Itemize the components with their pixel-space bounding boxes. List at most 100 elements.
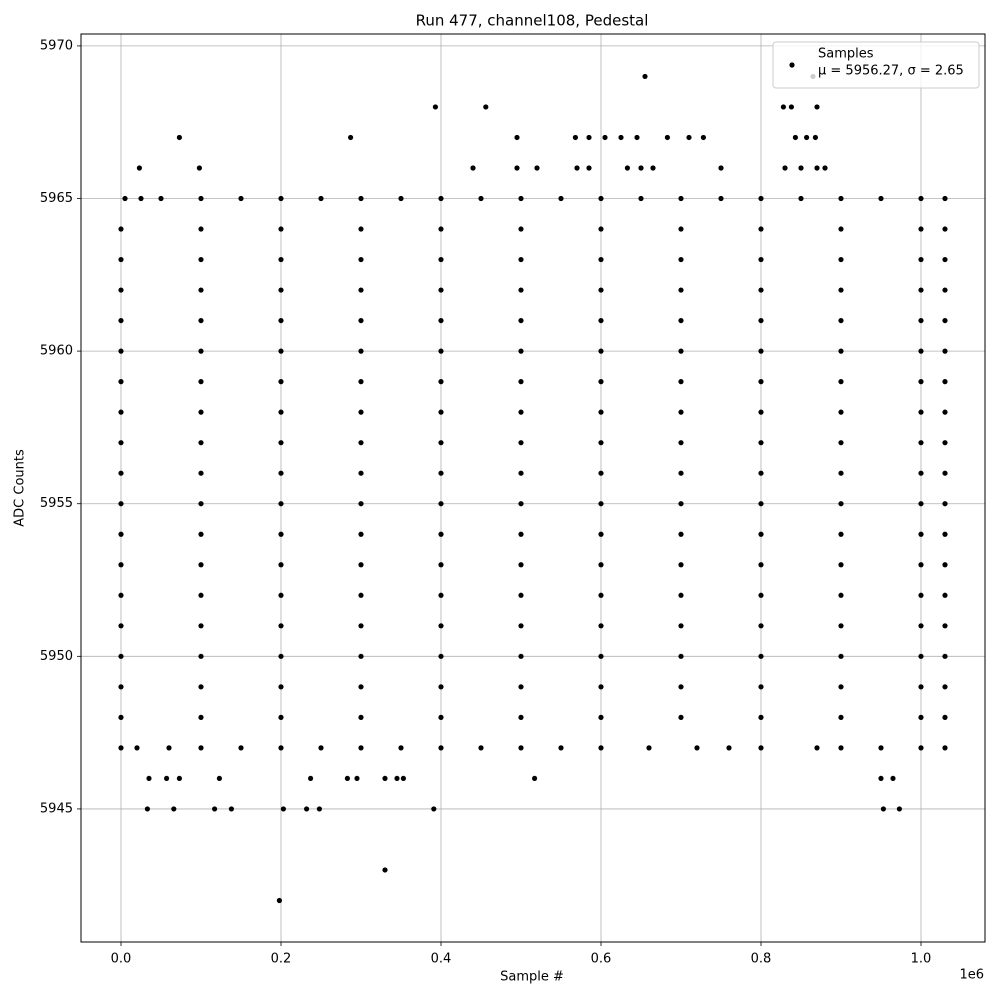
sample-point: [758, 287, 764, 293]
sample-point: [758, 562, 764, 568]
sample-point: [758, 623, 764, 629]
sample-point: [678, 256, 684, 263]
sample-point: [278, 256, 284, 263]
y-tick-label: 5965: [40, 191, 73, 206]
sample-point: [518, 256, 524, 263]
legend-marker: [789, 62, 795, 68]
sample-point: [438, 226, 444, 232]
sample-point: [586, 134, 592, 141]
sample-point: [348, 134, 354, 141]
sample-point: [400, 775, 406, 782]
sample-point: [598, 226, 604, 232]
sample-point: [518, 592, 524, 598]
sample-point: [700, 134, 707, 141]
sample-point: [798, 165, 804, 171]
x-offset-label: 1e6: [959, 968, 984, 983]
sample-point: [238, 745, 244, 751]
sample-point: [838, 684, 844, 690]
sample-point: [664, 134, 671, 141]
sample-point: [758, 501, 764, 507]
sample-point: [198, 348, 204, 354]
sample-point: [918, 531, 924, 537]
sample-point: [358, 592, 364, 598]
sample-point: [438, 531, 444, 537]
sample-point: [308, 775, 314, 782]
sample-point: [838, 256, 844, 263]
sample-point: [838, 592, 844, 598]
sample-point: [918, 409, 924, 415]
sample-point: [532, 775, 538, 782]
sample-point: [238, 195, 244, 202]
sample-point: [398, 195, 404, 202]
sample-point: [838, 317, 844, 324]
sample-point: [176, 134, 182, 141]
sample-point: [198, 195, 204, 202]
sample-point: [788, 104, 795, 110]
sample-point: [438, 348, 444, 354]
sample-point: [118, 409, 124, 415]
sample-point: [518, 226, 524, 232]
sample-point: [598, 531, 604, 537]
sample-point: [942, 440, 948, 446]
sample-point: [918, 501, 924, 507]
points: [118, 73, 948, 904]
sample-point: [782, 165, 788, 171]
sample-point: [814, 165, 820, 171]
sample-point: [558, 745, 564, 751]
x-tick-label: 1.0: [911, 952, 932, 967]
sample-point: [598, 379, 604, 385]
sample-point: [118, 256, 124, 263]
y-tick-label: 5950: [40, 649, 73, 664]
sample-point: [483, 104, 489, 110]
sample-point: [118, 379, 124, 385]
sample-point: [358, 256, 364, 263]
sample-point: [812, 134, 819, 141]
sample-point: [942, 195, 948, 202]
legend-box: [772, 41, 980, 89]
sample-point: [198, 501, 204, 507]
sample-point: [278, 714, 284, 720]
sample-point: [634, 134, 640, 141]
sample-point: [118, 226, 124, 232]
sample-point: [942, 745, 948, 751]
sample-point: [358, 226, 364, 232]
sample-point: [518, 714, 524, 720]
sample-point: [598, 409, 604, 415]
sample-point: [118, 653, 124, 659]
sample-point: [918, 195, 924, 202]
legend-label: Samples: [818, 47, 874, 62]
sample-point: [118, 501, 124, 507]
y-tick-label: 5955: [40, 496, 73, 511]
sample-point: [598, 592, 604, 598]
sample-point: [942, 592, 948, 598]
sample-point: [438, 256, 444, 263]
sample-point: [918, 653, 924, 659]
sample-point: [118, 714, 124, 720]
sample-point: [438, 623, 444, 629]
sample-point: [438, 317, 444, 324]
sample-point: [638, 165, 644, 171]
sample-point: [942, 409, 948, 415]
sample-point: [304, 806, 310, 812]
sample-point: [918, 379, 924, 385]
sample-point: [792, 134, 799, 141]
sample-point: [518, 653, 524, 659]
sample-point: [758, 195, 764, 202]
sample-point: [518, 379, 524, 385]
sample-point: [354, 775, 360, 782]
sample-point: [438, 440, 444, 446]
sample-point: [212, 806, 218, 812]
sample-point: [678, 562, 684, 568]
sample-point: [278, 348, 284, 354]
sample-point: [518, 745, 524, 751]
sample-point: [838, 562, 844, 568]
sample-point: [146, 775, 152, 782]
sample-point: [678, 440, 684, 446]
legend: Samples μ = 5956.27, σ = 2.65: [772, 41, 980, 89]
sample-point: [572, 134, 579, 141]
sample-point: [718, 165, 724, 171]
sample-point: [758, 409, 764, 415]
x-axis-label: Sample #: [500, 970, 564, 985]
sample-point: [198, 379, 204, 385]
